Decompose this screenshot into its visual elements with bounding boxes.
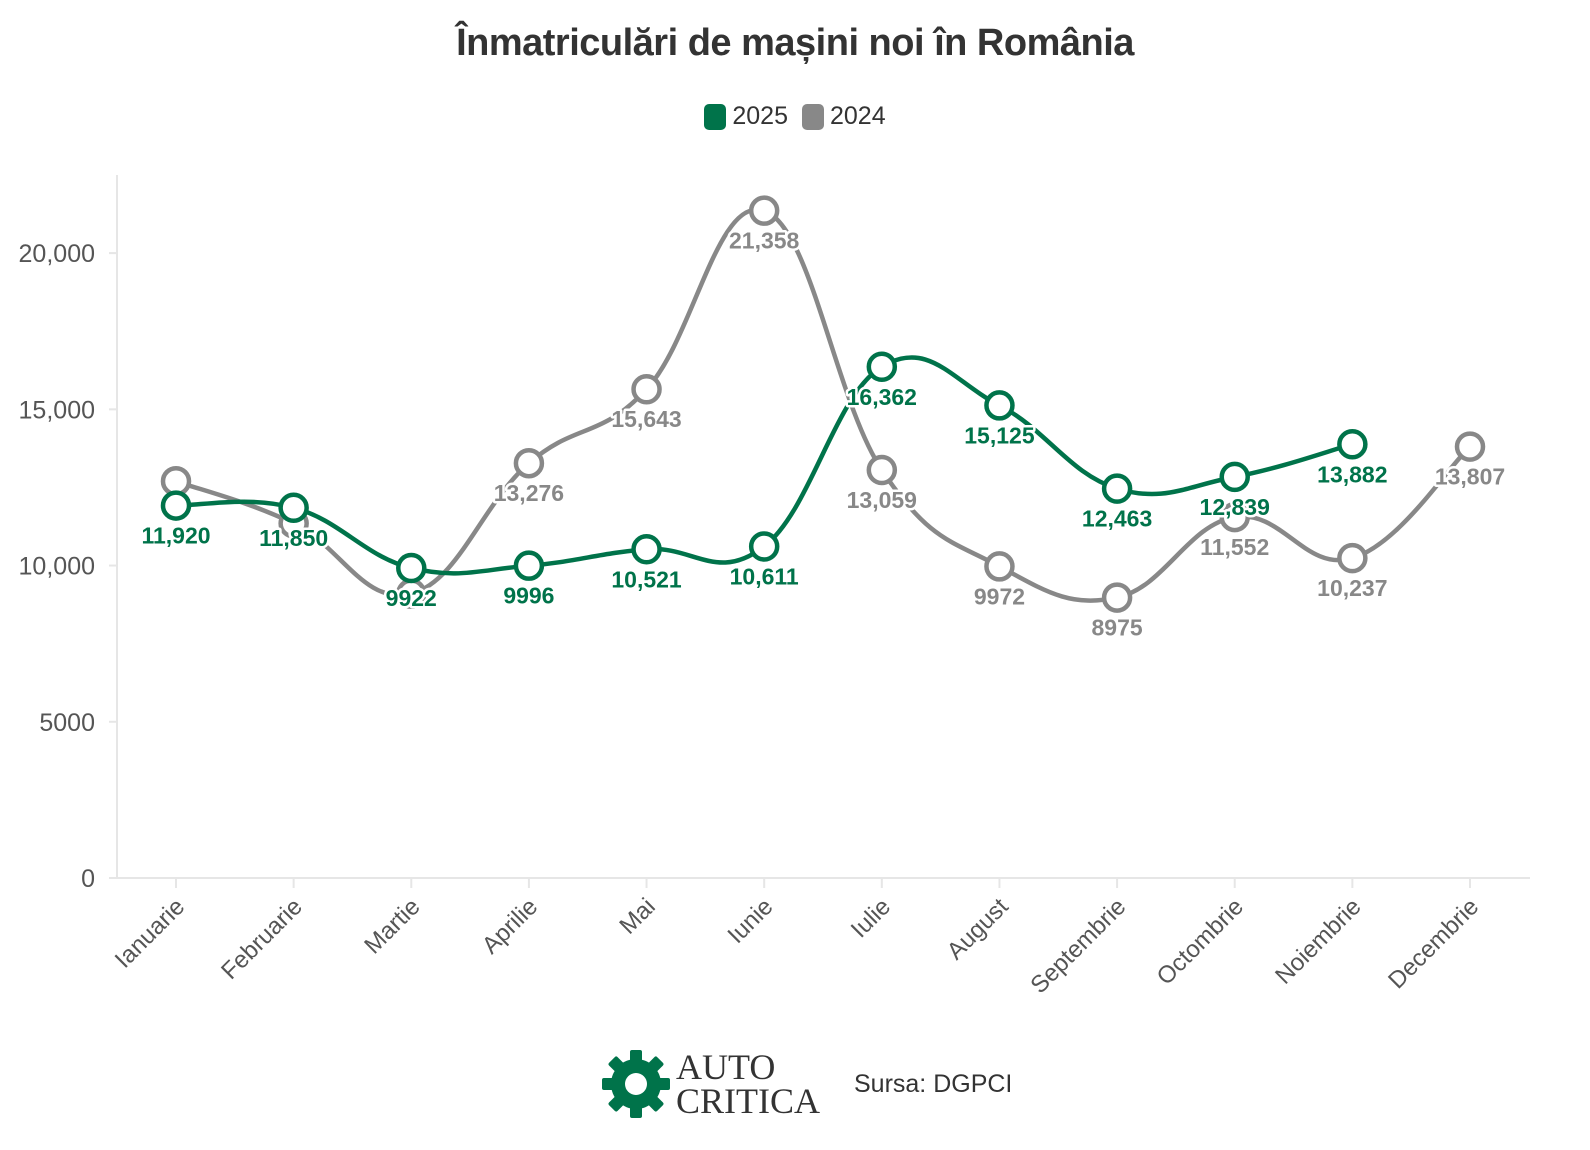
data-point-2024 bbox=[1337, 542, 1368, 574]
data-point-2025 bbox=[1101, 473, 1133, 504]
y-tick-label: 15,000 bbox=[19, 396, 95, 424]
data-point-2025 bbox=[278, 492, 309, 524]
data-label-2025: 12,839 bbox=[1200, 494, 1270, 520]
legend-swatch-2025 bbox=[704, 103, 727, 130]
data-point-2024 bbox=[866, 454, 898, 486]
data-label-2024: 9972 bbox=[974, 583, 1025, 609]
data-point-2025 bbox=[866, 351, 898, 383]
x-tick-label: Ianuarie bbox=[110, 893, 190, 973]
legend-label-2024: 2024 bbox=[830, 102, 886, 130]
data-label-2025: 13,882 bbox=[1317, 461, 1387, 487]
legend: 2025 2024 bbox=[0, 102, 1590, 131]
series-line-2024 bbox=[173, 207, 1473, 603]
x-tick-label: Iunie bbox=[723, 893, 779, 949]
data-point-2024 bbox=[631, 373, 662, 405]
data-point-2024 bbox=[513, 447, 545, 479]
data-point-2025 bbox=[160, 490, 192, 521]
x-tick-label: Februarie bbox=[216, 893, 308, 985]
data-label-2025: 11,920 bbox=[141, 523, 210, 549]
data-label-2025: 16,362 bbox=[847, 384, 917, 410]
data-point-2024 bbox=[1454, 431, 1486, 462]
x-tick-label: Noiembrie bbox=[1270, 893, 1366, 989]
data-point-2025 bbox=[984, 390, 1015, 421]
legend-swatch-2024 bbox=[802, 103, 824, 130]
x-tick-label: Decembrie bbox=[1383, 893, 1484, 994]
data-point-2025 bbox=[748, 531, 780, 562]
data-label-2025: 10,611 bbox=[730, 563, 799, 589]
data-label-2024: 21,358 bbox=[729, 228, 800, 254]
data-point-2024 bbox=[984, 551, 1015, 582]
data-point-2024 bbox=[160, 465, 192, 497]
data-label-2025: 12,463 bbox=[1082, 506, 1152, 532]
x-tick-label: Martie bbox=[359, 893, 425, 959]
data-point-2024 bbox=[748, 195, 780, 226]
x-tick-label: Octombrie bbox=[1152, 893, 1249, 990]
data-point-2025 bbox=[631, 534, 662, 565]
legend-label-2025: 2025 bbox=[732, 102, 788, 130]
legend-item-2025[interactable]: 2025 bbox=[704, 102, 788, 131]
data-point-2024 bbox=[1219, 501, 1250, 533]
x-tick-label: Iulie bbox=[846, 893, 896, 943]
data-label-2025: 11,850 bbox=[259, 525, 328, 551]
y-tick-label: 20,000 bbox=[19, 240, 95, 268]
data-label-2024: 15,643 bbox=[611, 406, 681, 432]
data-label-2025: 9996 bbox=[503, 583, 554, 609]
line-chart: 0 5000 10,000 15,000 20,000 Ianuarie Februarie… bbox=[19, 175, 1530, 999]
logo-line-1: AUTO bbox=[676, 1047, 776, 1087]
data-label-2024: 13,276 bbox=[494, 480, 564, 506]
data-point-2025 bbox=[396, 552, 427, 584]
x-tick-label: Aprilie bbox=[477, 893, 543, 959]
data-point-2024 bbox=[1101, 582, 1133, 613]
legend-item-2024[interactable]: 2024 bbox=[802, 102, 886, 131]
data-label-2024: 13,059 bbox=[847, 487, 917, 513]
x-tick-label: Mai bbox=[614, 893, 660, 939]
data-point-2025 bbox=[1337, 429, 1368, 460]
footer: AUTO CRITICA Sursa: DGPCI bbox=[600, 1048, 1012, 1120]
series-line-2025 bbox=[173, 355, 1355, 576]
data-label-2024: 11,552 bbox=[1200, 534, 1269, 560]
chart-title: Înmatriculări de mașini noi în România bbox=[456, 22, 1134, 64]
y-tick-label: 10,000 bbox=[19, 553, 95, 581]
y-tick-label: 0 bbox=[81, 865, 95, 893]
gear-icon bbox=[602, 1050, 670, 1118]
data-label-2024: 8975 bbox=[1092, 615, 1143, 641]
data-label-2024: 13,807 bbox=[1435, 464, 1505, 490]
logo-line-2: CRITICA bbox=[676, 1081, 820, 1121]
data-label-2024: 10,237 bbox=[1317, 575, 1387, 601]
data-label-2025: 15,125 bbox=[964, 422, 1035, 448]
autocritica-logo: AUTO CRITICA bbox=[600, 1048, 820, 1120]
data-point-2025 bbox=[1219, 461, 1250, 493]
x-tick-label: August bbox=[942, 893, 1014, 965]
data-point-2025 bbox=[513, 550, 545, 581]
source-note: Sursa: DGPCI bbox=[854, 1069, 1013, 1098]
data-label-2025: 10,521 bbox=[611, 566, 682, 592]
data-label-2025: 9922 bbox=[386, 585, 437, 611]
x-tick-label: Septembrie bbox=[1025, 893, 1131, 999]
y-tick-label: 5000 bbox=[39, 709, 95, 737]
